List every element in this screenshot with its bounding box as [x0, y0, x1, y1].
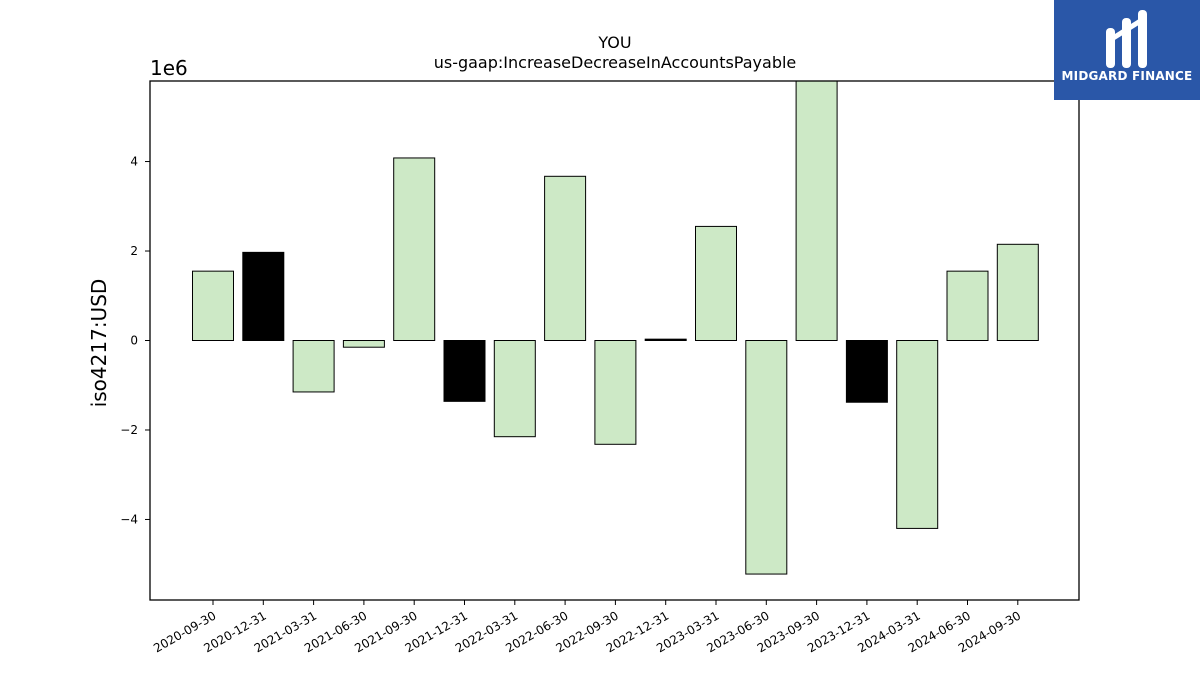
bar-2022-09-30: [594, 340, 637, 445]
bar-2020-09-30: [192, 270, 234, 341]
y-scale-label: 1e6: [150, 56, 188, 80]
bar-2022-12-31: [644, 338, 687, 341]
bar-2022-03-31: [493, 340, 536, 438]
chart-title: YOU: [597, 33, 631, 52]
y-axis-label: iso4217:USD: [87, 279, 111, 408]
bar-2023-09-30: [795, 80, 838, 341]
y-tick-label: −2: [120, 423, 138, 437]
y-tick-label: −4: [120, 512, 138, 526]
bar-2024-06-30: [946, 270, 989, 341]
bar-2023-03-31: [695, 225, 737, 341]
midgard-logo-icon: [1106, 10, 1147, 68]
bar-2024-09-30: [996, 243, 1039, 341]
bar-2021-06-30: [342, 340, 385, 348]
bar-2021-03-31: [292, 340, 335, 393]
bar-2021-12-31: [443, 340, 486, 402]
y-tick-label: 0: [130, 334, 138, 348]
bar-2023-06-30: [745, 340, 788, 575]
bar-2024-03-31: [896, 340, 939, 529]
y-tick-label: 4: [130, 155, 138, 169]
brand-logo: MIDGARD FINANCE: [1054, 0, 1200, 100]
bar-2020-12-31: [242, 251, 285, 341]
bar-2023-12-31: [845, 340, 888, 403]
chart-subtitle: us-gaap:IncreaseDecreaseInAccountsPayabl…: [434, 53, 797, 72]
logo-text: MIDGARD FINANCE: [1061, 69, 1193, 83]
bar-2022-06-30: [544, 175, 587, 341]
bar-2021-09-30: [393, 157, 436, 341]
plot-frame: [149, 80, 1080, 601]
y-tick-label: 2: [130, 244, 138, 258]
